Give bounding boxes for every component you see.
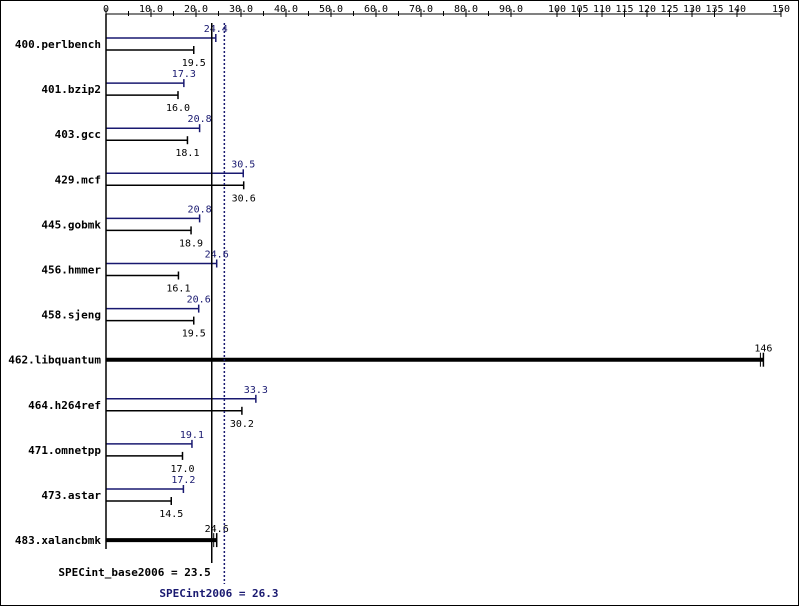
peak-value-label: 19.1 — [180, 430, 204, 441]
x-tick-label: 150 — [772, 4, 790, 15]
x-tick-label: 110 — [593, 4, 611, 15]
x-tick-label: 10.0 — [139, 4, 163, 15]
x-tick-label: 90.0 — [499, 4, 523, 15]
base-value-label: 16.0 — [166, 103, 190, 114]
x-tick-label: 30.0 — [229, 4, 253, 15]
base-value-label: 17.0 — [170, 464, 194, 475]
base-value-label: 19.5 — [182, 329, 206, 340]
benchmark-label: 464.h264ref — [28, 399, 101, 412]
peak-value-label: 17.3 — [172, 69, 196, 80]
x-tick-label: 115 — [615, 4, 633, 15]
peak-value-label: 24.4 — [204, 24, 228, 35]
peak-value-label: 24.6 — [205, 250, 229, 261]
peak-value-label: 33.3 — [244, 385, 268, 396]
base-value-label: 18.9 — [179, 238, 203, 249]
peak-summary-label: SPECint2006 = 26.3 — [159, 587, 278, 600]
x-tick-label: 70.0 — [409, 4, 433, 15]
benchmark-label: 400.perlbench — [15, 38, 101, 51]
x-tick-label: 40.0 — [274, 4, 298, 15]
benchmark-label: 401.bzip2 — [41, 83, 101, 96]
x-tick-label: 140 — [728, 4, 746, 15]
x-tick-label: 20.0 — [184, 4, 208, 15]
x-tick-label: 60.0 — [364, 4, 388, 15]
x-tick-label: 0 — [103, 4, 109, 15]
base-summary-label: SPECint_base2006 = 23.5 — [58, 566, 210, 579]
x-tick-label: 125 — [660, 4, 678, 15]
peak-value-label: 20.6 — [187, 295, 211, 306]
benchmark-label: 462.libquantum — [8, 354, 101, 367]
x-tick-label: 80.0 — [454, 4, 478, 15]
base-value-label: 30.6 — [232, 193, 256, 204]
peak-value-label: 17.2 — [171, 475, 195, 486]
x-tick-label: 120 — [638, 4, 656, 15]
base-value-label: 18.1 — [175, 148, 199, 159]
peak-value-label: 20.8 — [188, 204, 212, 215]
x-tick-label: 135 — [705, 4, 723, 15]
benchmark-label: 403.gcc — [55, 128, 101, 141]
x-tick-label: 105 — [570, 4, 588, 15]
benchmark-label: 445.gobmk — [41, 218, 101, 231]
x-tick-label: 50.0 — [319, 4, 343, 15]
base-value-label: 14.5 — [159, 509, 183, 520]
base-value-label: 24.6 — [205, 524, 229, 535]
base-value-label: 146 — [754, 344, 772, 355]
x-tick-label: 100 — [548, 4, 566, 15]
base-value-label: 19.5 — [182, 58, 206, 69]
benchmark-label: 458.sjeng — [41, 309, 101, 322]
peak-value-label: 20.8 — [188, 114, 212, 125]
benchmark-label: 483.xalancbmk — [15, 534, 101, 547]
benchmark-label: 456.hmmer — [41, 264, 101, 277]
base-value-label: 30.2 — [230, 419, 254, 430]
benchmark-label: 429.mcf — [55, 173, 101, 186]
benchmark-label: 471.omnetpp — [28, 444, 101, 457]
benchmark-label: 473.astar — [41, 489, 101, 502]
peak-value-label: 30.5 — [231, 159, 255, 170]
base-value-label: 16.1 — [166, 284, 190, 295]
x-tick-label: 130 — [683, 4, 701, 15]
